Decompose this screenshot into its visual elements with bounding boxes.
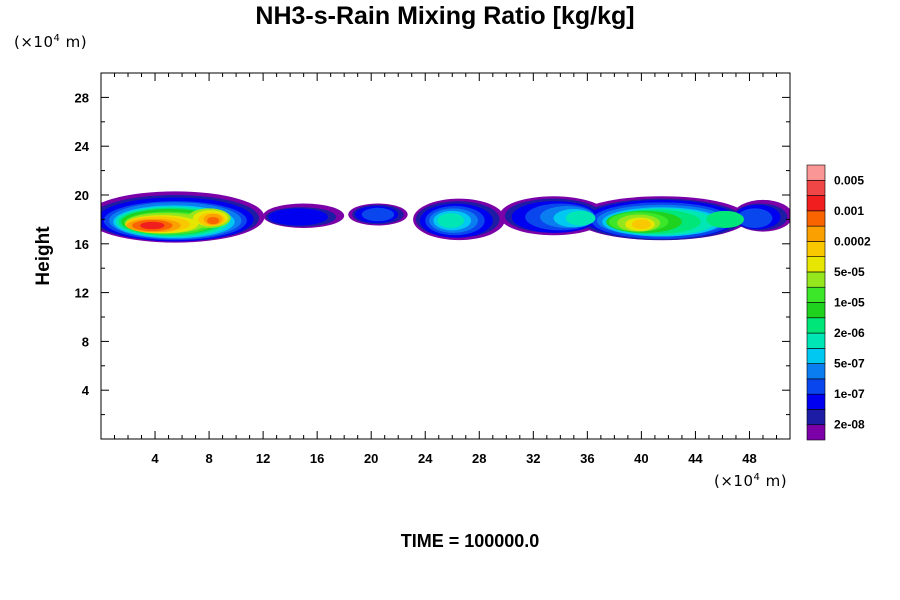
x-tick-label: 16 [310,451,324,466]
contour-blob [268,208,328,226]
colorbar-swatch [806,332,826,349]
colorbar-swatch [806,393,826,410]
colorbar-swatch [806,378,826,395]
colorbar-label: 0.0002 [834,234,871,248]
y-tick-label: 16 [75,237,89,252]
colorbar-label: 1e-05 [834,296,865,310]
contour-blob [437,213,465,228]
contour-blob [565,210,596,226]
x-tick-label: 36 [580,451,594,466]
x-tick-label: 48 [742,451,756,466]
plot-background [101,73,790,439]
heatmap-field [101,191,790,243]
y-axis-label: Height [33,226,54,286]
x-axis-unit: (×104 m) [714,472,788,490]
y-axis-unit: (×104 m) [14,33,88,51]
colorbar-swatch [806,195,826,212]
y-tick-label: 12 [75,286,89,301]
contour-blob [631,219,651,230]
colorbar-label: 0.005 [834,173,864,187]
contour-blob [706,210,745,228]
x-tick-label: 20 [364,451,378,466]
colorbar-swatch [806,225,826,242]
colorbar-label: 0.001 [834,204,864,218]
colorbar-swatch [806,210,826,227]
colorbar-swatch [806,317,826,334]
y-tick-label: 24 [75,139,90,154]
x-tick-label: 12 [256,451,270,466]
contour-blob [737,208,773,228]
x-tick-label: 44 [688,451,703,466]
colorbar-label: 1e-07 [834,387,865,401]
colorbar-swatch [806,286,826,303]
colorbar-swatch [806,271,826,288]
y-tick-label: 20 [75,188,89,203]
contour-blob [140,221,165,230]
contour-blob [361,207,395,222]
x-tick-label: 28 [472,451,486,466]
contour-band-15 [140,221,165,230]
colorbar-swatch [806,363,826,380]
x-tick-label: 24 [418,451,433,466]
colorbar-swatch [806,302,826,319]
colorbar-swatch [806,179,826,196]
x-tick-label: 8 [205,451,212,466]
colorbar: 2e-08 1e-07 5e-07 2e-06 1e-05 5e-05 0.0002 0.00… [806,164,871,441]
colorbar-swatch [806,164,826,181]
x-tick-label: 32 [526,451,540,466]
y-tick-label: 28 [75,90,89,105]
colorbar-label: 5e-07 [834,357,865,371]
colorbar-swatch [806,348,826,364]
y-tick-label: 8 [82,334,89,349]
colorbar-swatch [806,241,826,257]
y-tick-label: 4 [82,383,90,398]
colorbar-label: 5e-05 [834,265,865,279]
chart-title: NH3-s-Rain Mixing Ratio [kg/kg] [255,2,635,30]
colorbar-swatch [806,424,826,441]
plot-frame [100,72,791,440]
colorbar-label: 2e-06 [834,326,865,340]
contour-blob [207,216,220,225]
time-label: TIME = 100000.0 [400,531,540,551]
colorbar-swatch [806,256,826,273]
colorbar-swatch [806,409,826,426]
x-tick-label: 40 [634,451,648,466]
x-tick-label: 4 [151,451,159,466]
colorbar-label: 2e-08 [834,418,865,432]
